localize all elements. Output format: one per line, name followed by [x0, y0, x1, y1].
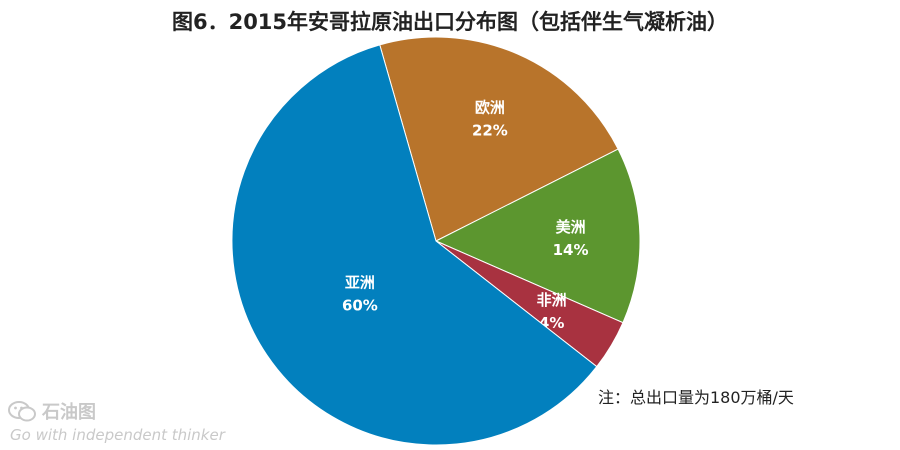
wechat-icon [8, 401, 36, 422]
pie-slice [434, 148, 641, 324]
slice-value-label: 14% [553, 241, 589, 259]
chart-title: 图6．2015年安哥拉原油出口分布图（包括伴生气凝析油） [171, 10, 729, 34]
slice-value-label: 60% [342, 296, 378, 314]
slice-category-label: 亚洲 [345, 273, 375, 291]
slice-category-label: 欧洲 [475, 99, 505, 117]
watermark-slogan: Go with independent thinker [10, 426, 225, 444]
slice-category-label: 美洲 [556, 218, 586, 236]
slice-value-label: 22% [472, 122, 508, 140]
watermark-logo: 石油图 [8, 398, 128, 424]
pie-slice [379, 36, 619, 242]
pie-slice [231, 44, 598, 446]
chart-note: 注：总出口量为180万桶/天 [598, 388, 794, 407]
slice-category-label: 非洲 [537, 291, 567, 309]
watermark-brand: 石油图 [42, 402, 96, 423]
